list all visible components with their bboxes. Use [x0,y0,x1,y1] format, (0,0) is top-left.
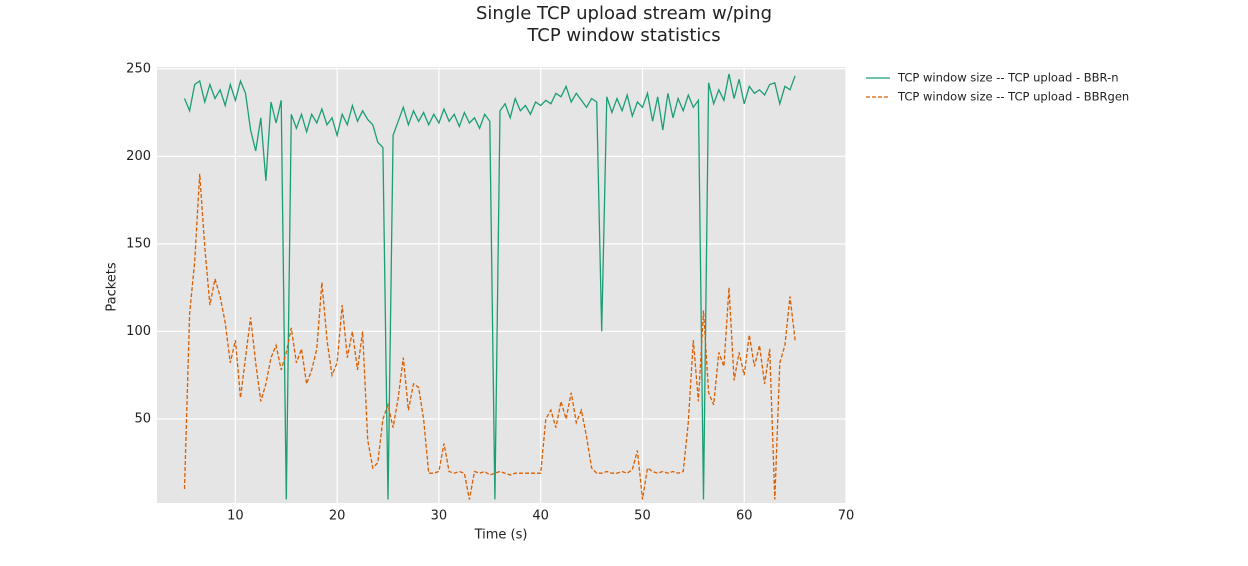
x-tick-label: 10 [227,509,244,524]
x-tick-label: 20 [329,509,346,524]
x-tick-label: 60 [736,509,753,524]
plot-area [157,67,846,503]
data-line [183,173,796,500]
x-tick-label: 30 [431,509,448,524]
data-line [183,73,796,500]
chart-subtitle: TCP window statistics [526,25,720,46]
y-tick-label: 200 [126,149,151,164]
y-tick-label: 150 [126,236,151,251]
x-tick-label: 40 [532,509,549,524]
x-tick-label: 70 [838,509,855,524]
legend-label: TCP window size -- TCP upload - BBRgen [897,90,1129,104]
x-tick-label: 50 [634,509,651,524]
y-axis-label: Packets [105,262,120,312]
y-tick-label: 50 [134,411,151,426]
legend-label: TCP window size -- TCP upload - BBR-n [897,71,1119,85]
chart-title: Single TCP upload stream w/ping [476,3,772,24]
y-tick-label: 100 [126,324,151,339]
y-tick-label: 250 [126,61,151,76]
x-axis-label: Time (s) [474,528,528,543]
